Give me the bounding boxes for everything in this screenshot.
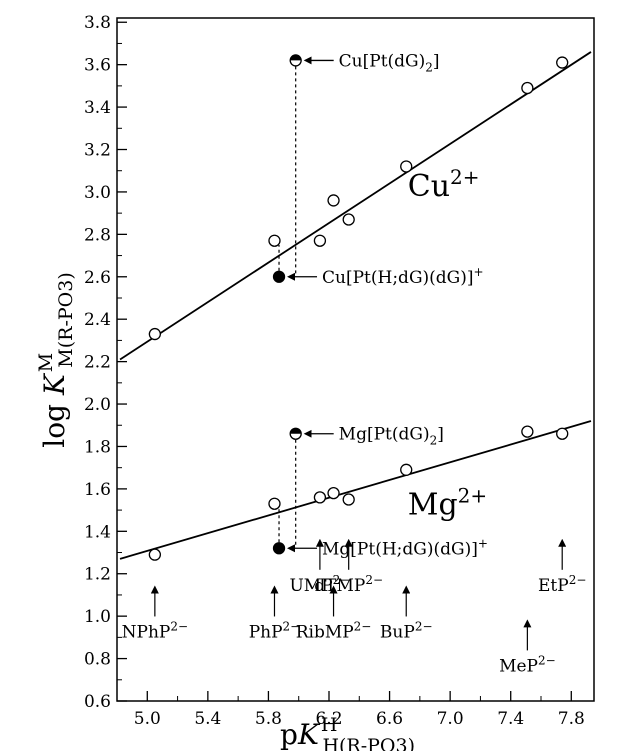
x-axis-title: pK H H(R-PO3) <box>280 714 415 751</box>
x-tick-label: 5.0 <box>134 709 161 729</box>
ligand-label: PhP2− <box>249 619 301 642</box>
y-tick-label: 0.6 <box>84 692 111 712</box>
y-tick-label: 3.8 <box>84 13 111 33</box>
y-tick-label: 1.6 <box>84 480 111 500</box>
series-label-mg: Mg2+ <box>408 483 487 522</box>
ligand-label: BuP2− <box>380 619 433 642</box>
y-tick-label: 3.4 <box>84 98 111 118</box>
data-point-cu <box>556 56 569 69</box>
data-point-mg <box>521 425 534 438</box>
ligand-label: EtP2− <box>538 573 586 596</box>
y-axis-title: log KMM(R-PO3) <box>35 272 77 448</box>
y-tick-label: 0.8 <box>84 650 111 670</box>
data-point-mg <box>313 491 327 504</box>
data-point-mg <box>556 427 569 440</box>
y-tick-label: 1.2 <box>84 565 111 585</box>
special-point <box>289 427 302 440</box>
data-point-cu <box>268 234 281 247</box>
y-tick-label: 1.0 <box>84 607 111 627</box>
ligand-label: UMP2− <box>289 573 350 596</box>
data-point-cu <box>400 160 413 173</box>
plot-frame <box>116 17 595 702</box>
data-point-cu <box>313 234 327 247</box>
data-point-cu <box>327 194 340 207</box>
y-tick-label: 2.6 <box>84 268 111 288</box>
x-tick-label: 7.0 <box>437 709 464 729</box>
ligand-label: RibMP2− <box>296 619 372 642</box>
ligand-label: dTMP2− <box>314 573 383 596</box>
data-point-cu <box>342 213 355 226</box>
data-point-cu <box>148 327 162 341</box>
annotation-label: Mg[Pt(dG)2] <box>339 425 444 448</box>
special-points <box>272 54 302 555</box>
data-point-mg <box>400 463 413 476</box>
y-tick-label: 3.6 <box>84 56 111 76</box>
ligand-label: MeP2− <box>499 653 556 676</box>
fit-lines <box>119 51 592 560</box>
x-tick-label: 6.2 <box>315 709 342 729</box>
y-tick-label: 2.4 <box>84 310 111 330</box>
point-annotations: Cu[Pt(dG)2] Cu[Pt(H;dG)(dG)]+ Mg[Pt(dG)2] M… <box>287 51 488 559</box>
data-point-mg <box>148 548 162 561</box>
y-tick-label: 3.0 <box>84 183 111 203</box>
y-tick-label: 3.2 <box>84 141 111 161</box>
x-axis-ticks: 5.0 5.4 5.8 6.2 6.6 7.0 7.4 7.8 <box>116 691 585 729</box>
fit-line-mg <box>119 420 592 560</box>
ligand-label: NPhP2− <box>122 619 188 642</box>
y-tick-label: 1.4 <box>84 522 111 542</box>
dashed-connectors <box>278 60 297 549</box>
series-label-cu: Cu2+ <box>408 165 480 204</box>
special-point <box>272 542 286 555</box>
fit-line-cu <box>119 51 592 361</box>
x-tick-label: 6.6 <box>376 709 403 729</box>
ligand-labels: NPhP2− PhP2− UMP2− RibMP2− dTMP2− BuP2− MeP2− E… <box>122 538 586 676</box>
annotation-label: Mg[Pt(H;dG)(dG)]+ <box>322 536 488 559</box>
y-tick-label: 1.8 <box>84 437 111 457</box>
x-tick-label: 5.4 <box>194 709 221 729</box>
annotation-label: Cu[Pt(dG)2] <box>339 51 440 74</box>
x-tick-label: 7.8 <box>558 709 585 729</box>
data-point-mg <box>268 497 281 510</box>
y-axis-ticks: 0.6 0.8 1.0 1.2 1.4 1.6 1.8 2.0 2.2 2.4 2.6 2.8 3.0 3… <box>84 13 127 712</box>
data-point-mg <box>327 486 340 500</box>
y-tick-label: 2.0 <box>84 395 111 415</box>
data-point-mg <box>342 493 355 506</box>
data-points <box>148 56 569 561</box>
special-point <box>289 54 302 67</box>
annotation-label: Cu[Pt(H;dG)(dG)]+ <box>322 265 484 288</box>
y-tick-label: 2.8 <box>84 225 111 245</box>
special-point <box>272 270 286 283</box>
data-point-cu <box>521 81 534 95</box>
y-tick-label: 2.2 <box>84 353 111 373</box>
x-tick-label: 5.8 <box>255 709 282 729</box>
x-tick-label: 7.4 <box>497 709 524 729</box>
series-labels: Cu2+ Mg2+ <box>408 165 487 522</box>
